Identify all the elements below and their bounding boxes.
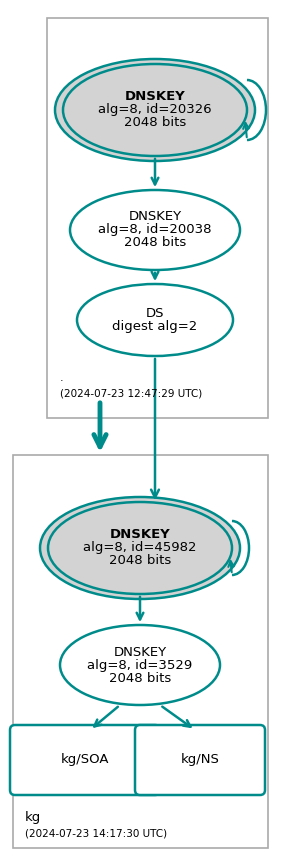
Ellipse shape [63, 64, 247, 156]
Ellipse shape [48, 502, 232, 594]
Text: digest alg=2: digest alg=2 [112, 320, 198, 333]
Ellipse shape [77, 284, 233, 356]
Text: alg=8, id=20038: alg=8, id=20038 [98, 223, 212, 236]
FancyBboxPatch shape [13, 455, 268, 848]
Text: DNSKEY: DNSKEY [110, 529, 170, 541]
Text: 2048 bits: 2048 bits [109, 554, 171, 567]
Text: kg: kg [25, 811, 41, 824]
Text: DS: DS [146, 307, 164, 320]
FancyBboxPatch shape [10, 725, 160, 795]
Text: alg=8, id=20326: alg=8, id=20326 [98, 104, 212, 117]
Text: 2048 bits: 2048 bits [124, 117, 186, 130]
Text: (2024-07-23 12:47:29 UTC): (2024-07-23 12:47:29 UTC) [60, 388, 202, 398]
Text: 2048 bits: 2048 bits [109, 671, 171, 684]
FancyBboxPatch shape [135, 725, 265, 795]
Text: 2048 bits: 2048 bits [124, 236, 186, 249]
Ellipse shape [60, 625, 220, 705]
Text: kg/NS: kg/NS [181, 753, 219, 766]
Ellipse shape [40, 497, 240, 599]
Text: .: . [60, 373, 64, 383]
Text: DNSKEY: DNSKEY [128, 210, 182, 223]
FancyBboxPatch shape [47, 18, 268, 418]
Text: alg=8, id=3529: alg=8, id=3529 [87, 658, 192, 671]
Text: DNSKEY: DNSKEY [125, 91, 185, 104]
Ellipse shape [70, 190, 240, 270]
Text: kg/SOA: kg/SOA [61, 753, 109, 766]
Text: DNSKEY: DNSKEY [114, 645, 167, 658]
Text: alg=8, id=45982: alg=8, id=45982 [83, 541, 197, 554]
Text: (2024-07-23 14:17:30 UTC): (2024-07-23 14:17:30 UTC) [25, 828, 167, 838]
Ellipse shape [55, 59, 255, 161]
